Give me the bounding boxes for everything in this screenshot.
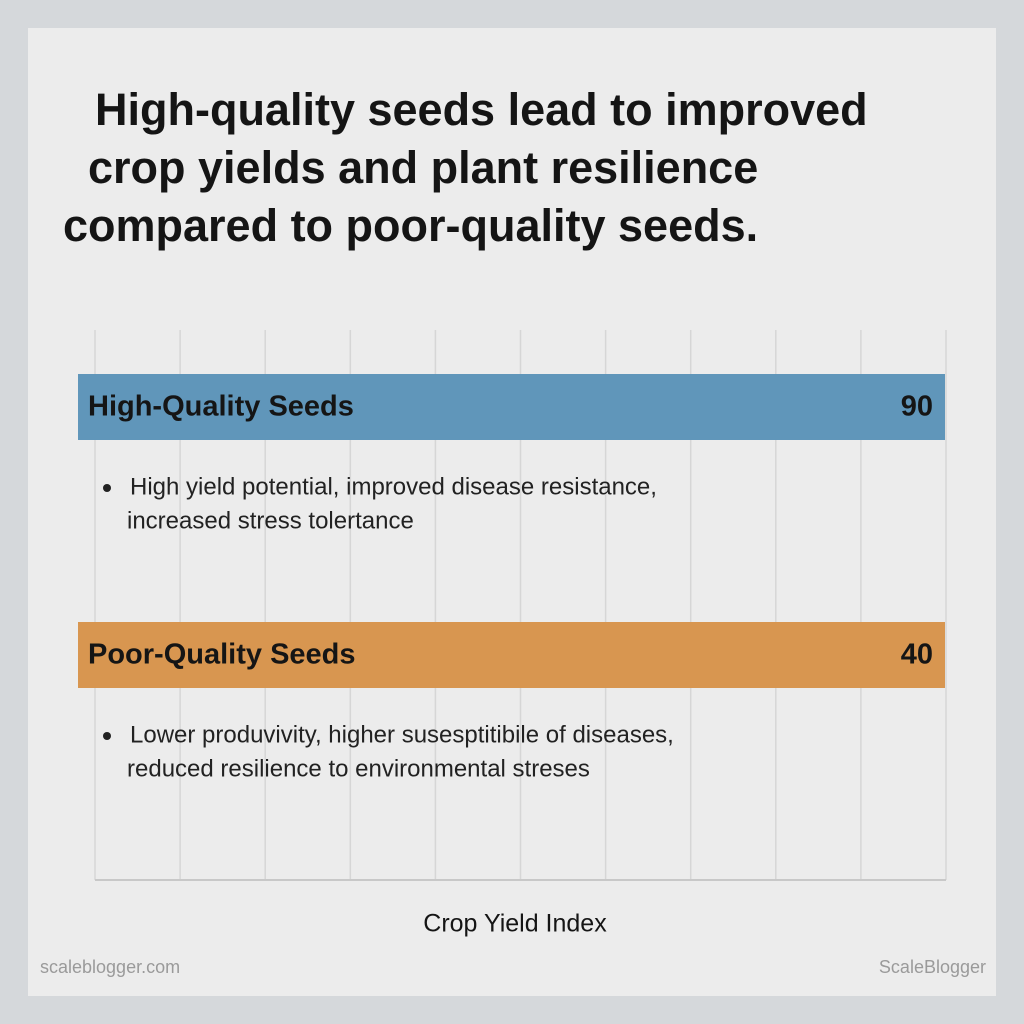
bar-label: High-Quality Seeds: [88, 391, 354, 423]
title-line: crop yields and plant resilience: [88, 142, 758, 193]
note-line: High yield potential, improved disease r…: [130, 473, 657, 500]
footer-right: ScaleBlogger: [879, 957, 986, 977]
footer-left: scaleblogger.com: [40, 957, 180, 977]
bullet: [103, 732, 111, 740]
bar: [78, 374, 945, 440]
note-line: increased stress tolertance: [127, 507, 414, 534]
title-line: High-quality seeds lead to improved: [95, 84, 868, 135]
bar-value: 40: [901, 639, 933, 671]
title-line: compared to poor-quality seeds.: [63, 200, 758, 251]
bar-value: 90: [901, 391, 933, 423]
note-line: Lower produvivity, higher susesptitibile…: [130, 721, 674, 748]
bar: [78, 622, 945, 688]
rows: High-Quality Seeds 90 High yield potential…: [78, 374, 945, 782]
axis-label: Crop Yield Index: [423, 910, 607, 938]
panel: [28, 28, 996, 996]
note-line: reduced resilience to environmental stre…: [127, 755, 590, 782]
bar-label: Poor-Quality Seeds: [88, 639, 356, 671]
bullet: [103, 484, 111, 492]
